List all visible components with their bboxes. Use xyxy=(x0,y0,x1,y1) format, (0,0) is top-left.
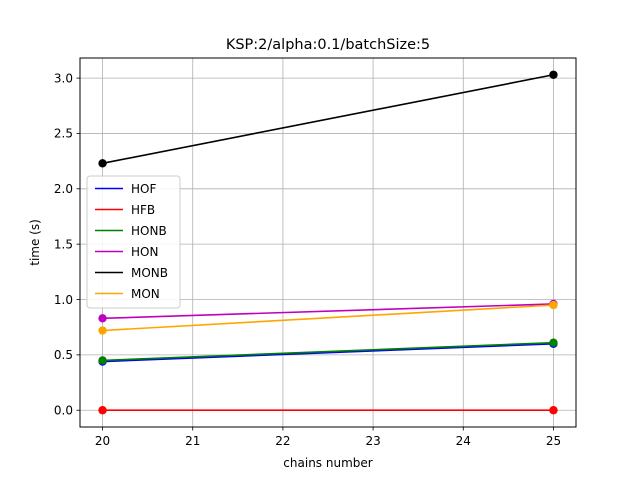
y-tick-label: 2.0 xyxy=(54,182,73,196)
y-axis-label: time (s) xyxy=(28,219,42,266)
series-line-honb xyxy=(102,341,554,362)
x-tick-label: 23 xyxy=(365,434,380,448)
series-line-mon xyxy=(102,304,554,332)
data-point-hon xyxy=(98,314,107,323)
y-tick-label: 1.0 xyxy=(54,293,73,307)
legend-label-honb: HONB xyxy=(131,224,167,238)
legend-label-hof: HOF xyxy=(131,182,156,196)
data-point-monb xyxy=(98,159,107,168)
y-tick-label: 0.0 xyxy=(54,404,73,418)
series-group xyxy=(98,70,558,415)
legend: HOF HFB HONB HON MONB MON xyxy=(86,175,181,309)
legend-label-hon: HON xyxy=(131,245,158,259)
y-tick-label: 1.5 xyxy=(54,237,73,251)
x-tick-label: 24 xyxy=(456,434,471,448)
chart-title: KSP:2/alpha:0.1/batchSize:5 xyxy=(226,37,430,53)
y-tick-label: 3.0 xyxy=(54,71,73,85)
data-point-honb xyxy=(98,356,107,365)
data-point-hfb xyxy=(98,406,107,415)
data-point-honb xyxy=(549,338,558,347)
x-tick-label: 22 xyxy=(275,434,290,448)
data-point-mon xyxy=(549,300,558,310)
x-tick-label: 25 xyxy=(546,434,561,448)
data-point-hfb xyxy=(549,406,558,415)
series-line-monb xyxy=(102,73,554,165)
y-tick-label: 0.5 xyxy=(54,348,73,362)
y-tick-label: 2.5 xyxy=(54,127,73,141)
series-line-hon xyxy=(102,303,554,320)
legend-label-mon: MON xyxy=(131,287,160,301)
data-point-monb xyxy=(549,70,558,79)
axis-ticks: 20 21 22 23 24 25 0.0 0.5 1.0 1.5 2.0 2.5 3.0 xyxy=(54,71,561,448)
plot-frame xyxy=(79,57,577,428)
x-tick-label: 21 xyxy=(185,434,200,448)
x-axis-label: chains number xyxy=(283,456,372,470)
legend-label-hfb: HFB xyxy=(131,203,155,217)
series-line-hof xyxy=(102,343,554,363)
legend-label-monb: MONB xyxy=(131,266,168,280)
data-point-mon xyxy=(98,326,107,335)
x-tick-label: 20 xyxy=(95,434,110,448)
